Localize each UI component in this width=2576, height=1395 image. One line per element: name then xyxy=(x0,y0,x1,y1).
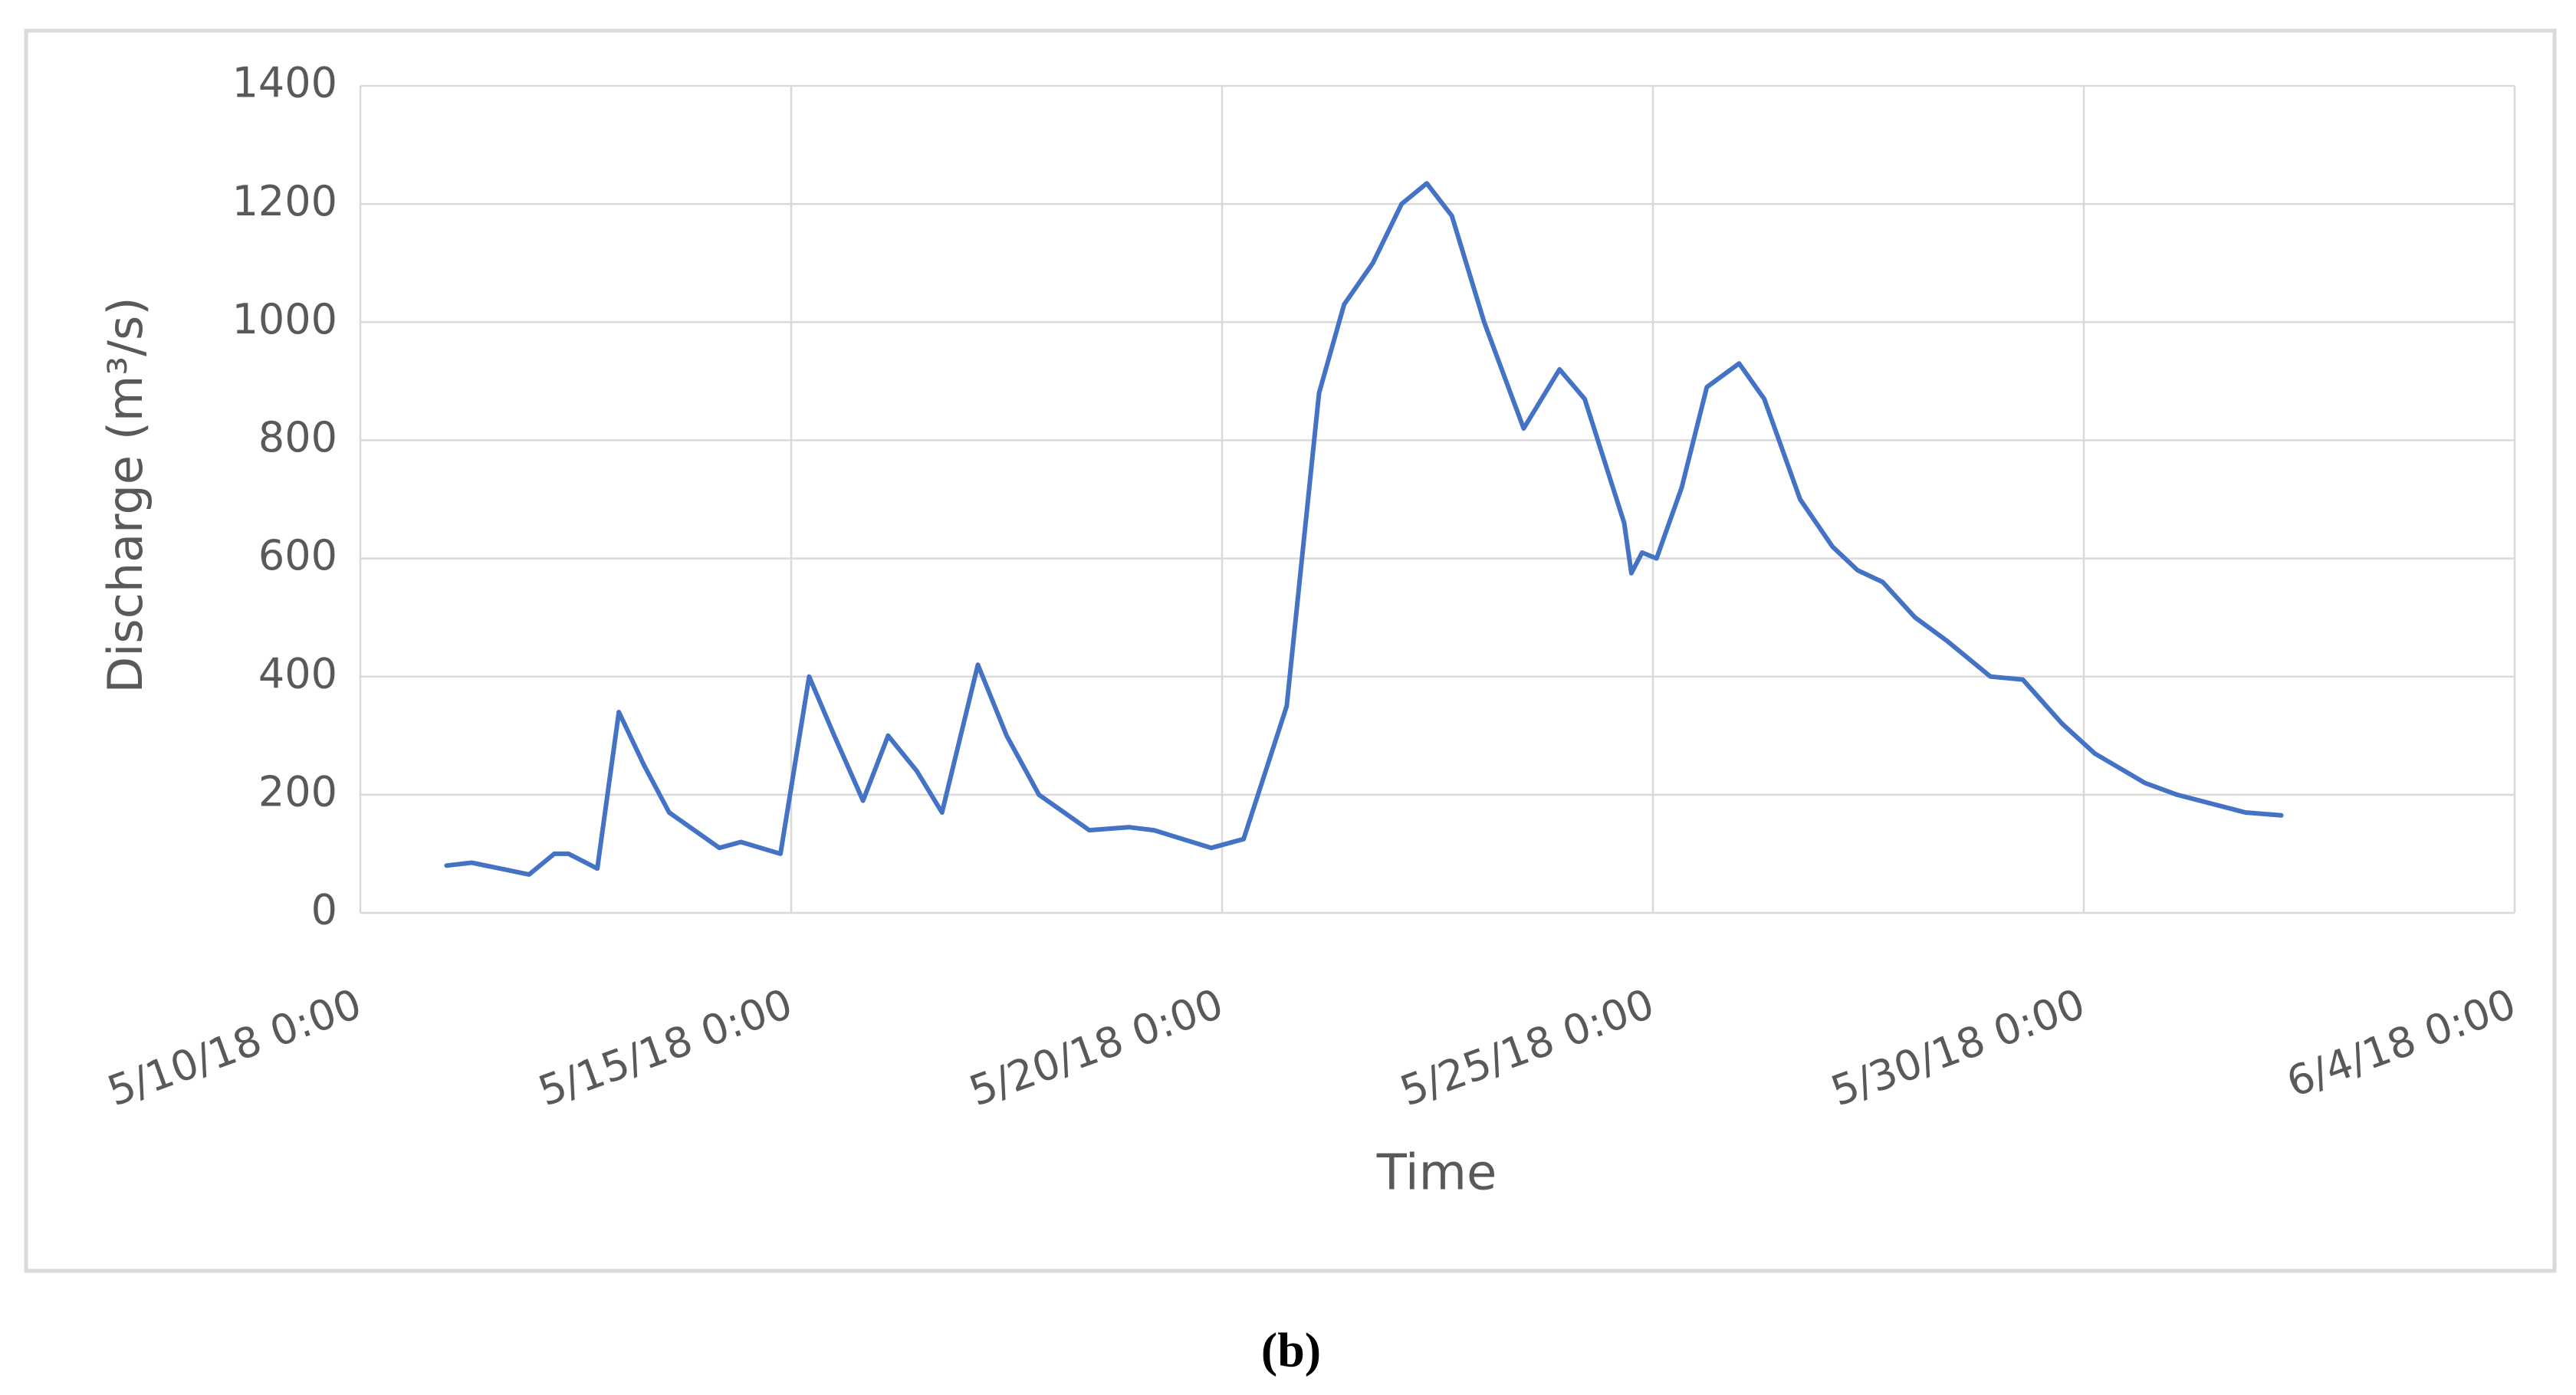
y-axis-title: Discharge (m³/s) xyxy=(97,297,153,693)
y-tick-label: 200 xyxy=(258,767,337,816)
y-tick-label: 800 xyxy=(258,413,337,461)
y-tick-label: 1000 xyxy=(232,295,337,343)
data-line xyxy=(444,181,2284,877)
y-tick-label: 1200 xyxy=(232,177,337,225)
caption: (b) xyxy=(1261,1323,1321,1377)
y-tick-label: 0 xyxy=(311,886,337,934)
y-tick-label: 600 xyxy=(258,531,337,579)
y-tick-label: 400 xyxy=(258,649,337,698)
x-axis-title: Time xyxy=(1376,1145,1497,1202)
y-tick-label: 1400 xyxy=(232,59,337,107)
